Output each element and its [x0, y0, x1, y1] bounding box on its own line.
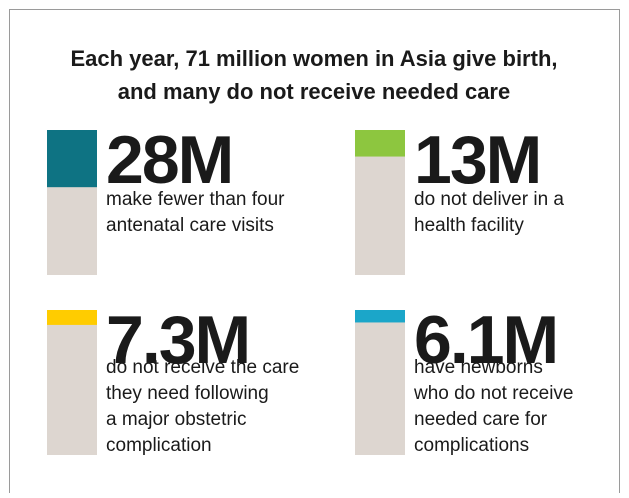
bar: [47, 310, 97, 325]
category-label: have newborns: [414, 357, 543, 378]
bar: [355, 310, 405, 323]
category-label: needed care for: [414, 409, 548, 430]
category-label: complications: [414, 435, 529, 456]
category-label: who do not receive: [413, 383, 574, 404]
bar-background: [47, 310, 97, 455]
category-label: make fewer than four: [106, 189, 285, 210]
category-label: they need following: [106, 383, 269, 404]
value-label: 13M: [414, 122, 540, 198]
category-label: antenatal care visits: [106, 215, 274, 236]
bar: [355, 130, 405, 157]
value-label: 7.3M: [106, 302, 249, 378]
frame: [9, 9, 620, 498]
category-label: complication: [106, 435, 212, 456]
category-label: do not receive the care: [106, 357, 299, 378]
chart-title: Each year, 71 million women in Asia give…: [70, 46, 557, 71]
value-label: 6.1M: [414, 302, 557, 378]
value-label: 28M: [106, 122, 232, 198]
bar: [47, 130, 97, 188]
category-label: a major obstetric: [106, 409, 246, 430]
category-label: health facility: [414, 215, 524, 236]
chart-title: and many do not receive needed care: [118, 79, 510, 104]
bar-background: [355, 310, 405, 455]
category-label: do not deliver in a: [414, 189, 564, 210]
